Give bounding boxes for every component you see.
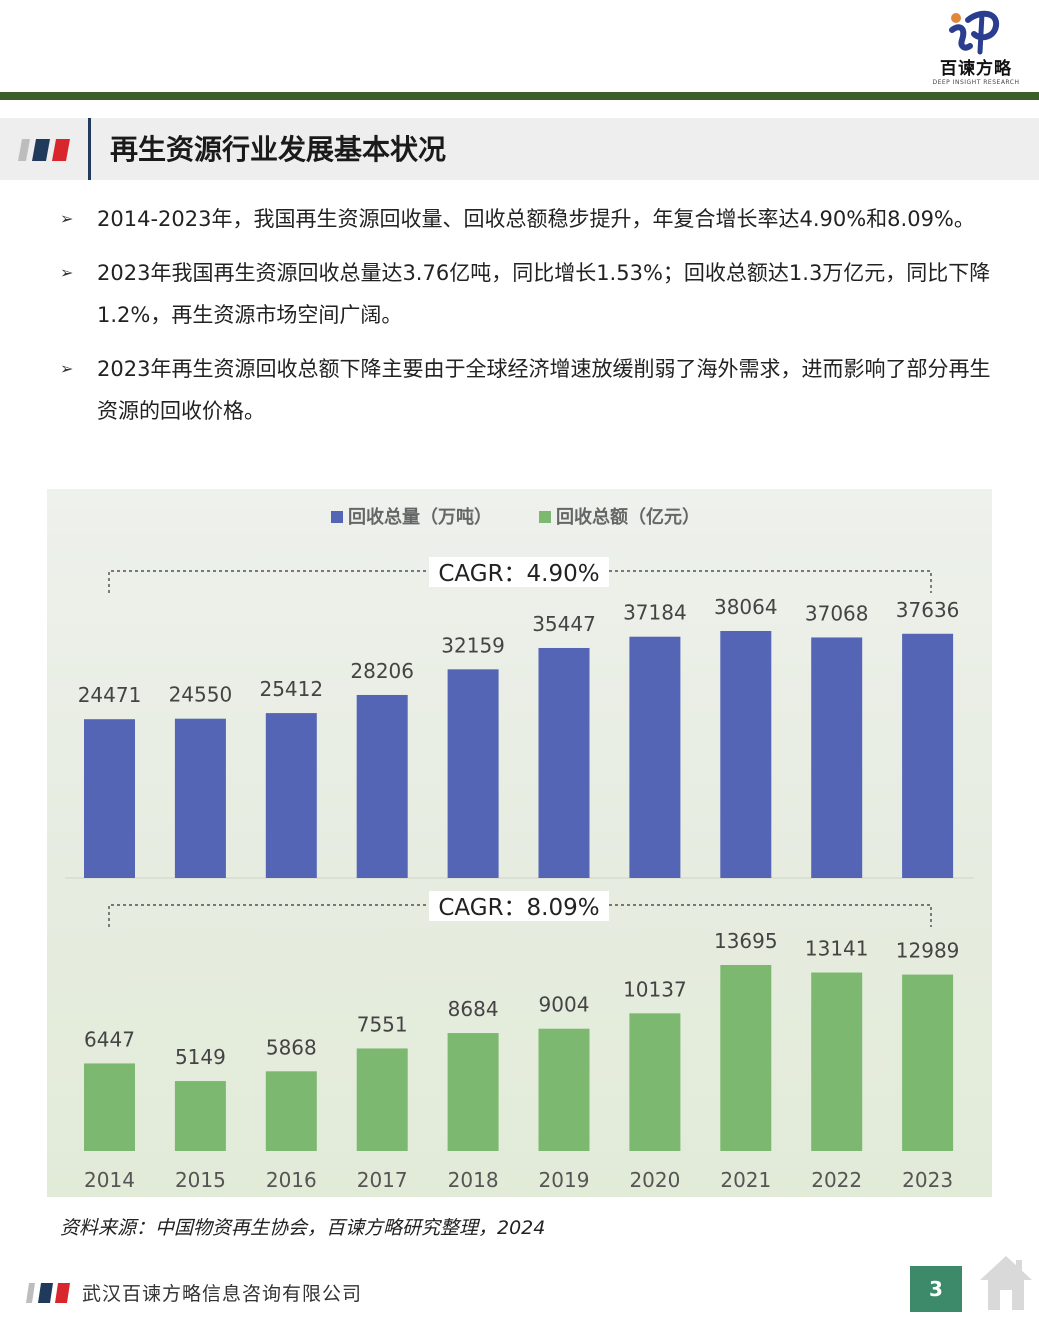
data-label-amount-2022: 13141: [805, 937, 869, 961]
bar-series-volume: 24471 24550 25412 28206 32159 35447 37184 38064…: [78, 595, 960, 878]
bar-volume-2023: [902, 633, 954, 878]
x-tick-label-2023: 2023: [902, 1168, 953, 1192]
bar-volume-2019: [538, 647, 590, 878]
bar-amount-2016: [265, 1071, 317, 1151]
data-label-amount-2014: 6447: [84, 1027, 135, 1051]
bar-volume-2014: [84, 719, 135, 878]
bar-volume-2022: [811, 637, 863, 878]
x-tick-label-2016: 2016: [266, 1168, 317, 1192]
logo-brand: 百谏方略: [940, 59, 1012, 79]
bar-amount-2020: [629, 1013, 681, 1151]
section-marker-icon: [18, 139, 70, 161]
bar-amount-2021: [720, 965, 772, 1151]
x-tick-label-2015: 2015: [175, 1168, 226, 1192]
bar-volume-2016: [265, 713, 317, 878]
data-label-amount-2018: 8684: [448, 997, 499, 1021]
footer-company: 武汉百谏方略信息咨询有限公司: [82, 1283, 363, 1305]
legend-label-volume: 回收总量（万吨）: [348, 506, 492, 528]
legend-label-amount: 回收总额（亿元）: [556, 506, 700, 528]
bar-amount-2018: [447, 1033, 499, 1151]
bar-amount-2014: [84, 1063, 135, 1151]
chart-area: 回收总量（万吨） 回收总额（亿元） CAGR：4.90% CAGR：8.09% …: [47, 489, 992, 1197]
data-label-volume-2015: 24550: [169, 683, 233, 707]
data-label-volume-2017: 28206: [350, 659, 414, 683]
logo-icon: [949, 10, 1000, 55]
data-label-amount-2023: 12989: [896, 939, 960, 963]
company-logo: 百谏方略 DEEP INSIGHT RESEARCH: [931, 6, 1021, 86]
x-tick-label-2019: 2019: [539, 1168, 590, 1192]
bar-amount-2023: [902, 974, 954, 1151]
home-icon[interactable]: [978, 1254, 1034, 1312]
data-label-volume-2018: 32159: [441, 633, 505, 657]
bullet-item: ➢ 2014-2023年，我国再生资源回收量、回收总额稳步提升，年复合增长率达4.…: [60, 198, 1000, 240]
bar-amount-2019: [538, 1028, 590, 1151]
bar-volume-2017: [356, 694, 408, 878]
data-label-amount-2020: 10137: [623, 977, 687, 1001]
bullet-text: 2023年再生资源回收总额下降主要由于全球经济增速放缓削弱了海外需求，进而影响了…: [97, 357, 991, 423]
data-label-volume-2022: 37068: [805, 601, 869, 625]
bar-volume-2021: [720, 631, 772, 878]
arrow-bullet-icon: ➢: [60, 359, 74, 378]
bar-amount-2022: [811, 972, 863, 1151]
data-label-volume-2016: 25412: [259, 677, 323, 701]
bar-amount-2015: [174, 1081, 226, 1151]
source-note: 资料来源：中国物资再生协会，百谏方略研究整理，2024: [60, 1217, 546, 1239]
data-label-amount-2015: 5149: [175, 1045, 226, 1069]
section-header: [0, 118, 1039, 180]
arrow-bullet-icon: ➢: [60, 263, 74, 282]
cagr-bracket-volume: CAGR：4.90%: [108, 557, 932, 593]
bullet-item: ➢ 2023年我国再生资源回收总量达3.76亿吨，同比增长1.53%；回收总额达1…: [60, 252, 1000, 336]
bar-volume-2015: [174, 718, 226, 878]
data-label-volume-2023: 37636: [896, 598, 960, 622]
x-tick-label-2021: 2021: [720, 1168, 771, 1192]
bullet-text: 2023年我国再生资源回收总量达3.76亿吨，同比增长1.53%；回收总额达1.…: [97, 261, 991, 327]
cagr-bracket-amount: CAGR：8.09%: [108, 891, 932, 927]
x-tick-label-2017: 2017: [357, 1168, 408, 1192]
x-tick-label-2022: 2022: [811, 1168, 862, 1192]
page-number: 3: [910, 1266, 962, 1312]
logo-subtitle: DEEP INSIGHT RESEARCH: [932, 79, 1020, 86]
data-label-volume-2019: 35447: [532, 612, 596, 636]
section-title: 再生资源行业发展基本状况: [110, 133, 447, 166]
data-label-volume-2020: 37184: [623, 601, 687, 625]
bar-amount-2017: [356, 1048, 408, 1151]
data-label-volume-2021: 38064: [714, 595, 778, 619]
footer-marker-icon: [26, 1283, 70, 1303]
data-label-amount-2017: 7551: [357, 1012, 408, 1036]
arrow-bullet-icon: ➢: [60, 209, 74, 228]
bar-series-amount: 6447 5149 5868 7551 8684 9004 10137 13695 13141 1…: [84, 929, 959, 1151]
data-label-amount-2019: 9004: [539, 993, 590, 1017]
cagr-label-amount: CAGR：8.09%: [438, 895, 599, 921]
x-tick-label-2018: 2018: [448, 1168, 499, 1192]
x-axis-labels: 2014 2015 2016 2017 2018 2019 2020 2021 2022 2023: [84, 1168, 953, 1192]
section-divider: [88, 118, 91, 180]
header-bar: [0, 92, 1039, 100]
legend-swatch-volume: [331, 511, 343, 523]
data-label-amount-2021: 13695: [714, 929, 778, 953]
bullet-text: 2014-2023年，我国再生资源回收量、回收总额稳步提升，年复合增长率达4.9…: [97, 207, 975, 231]
legend: 回收总量（万吨） 回收总额（亿元）: [331, 506, 700, 528]
x-tick-label-2014: 2014: [84, 1168, 135, 1192]
x-tick-label-2020: 2020: [629, 1168, 680, 1192]
bullet-list: ➢ 2014-2023年，我国再生资源回收量、回收总额稳步提升，年复合增长率达4.…: [60, 198, 1000, 444]
data-label-amount-2016: 5868: [266, 1035, 317, 1059]
bar-chart: 回收总量（万吨） 回收总额（亿元） CAGR：4.90% CAGR：8.09% …: [65, 506, 974, 1192]
bullet-item: ➢ 2023年再生资源回收总额下降主要由于全球经济增速放缓削弱了海外需求，进而影响…: [60, 348, 1000, 432]
bar-volume-2018: [447, 669, 499, 878]
data-label-volume-2014: 24471: [78, 683, 142, 707]
cagr-label-volume: CAGR：4.90%: [438, 561, 599, 587]
bar-volume-2020: [629, 636, 681, 878]
legend-swatch-amount: [539, 511, 551, 523]
